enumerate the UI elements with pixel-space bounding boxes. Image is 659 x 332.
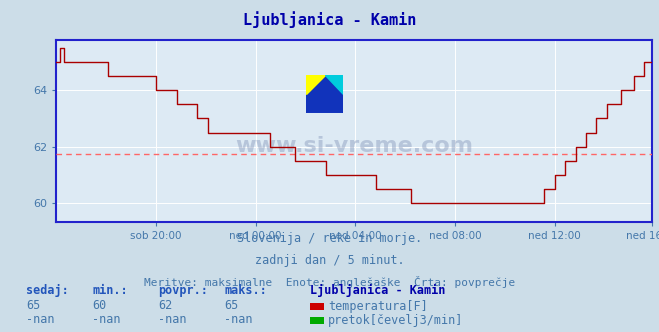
Text: 60: 60 (92, 299, 107, 312)
Text: Ljubljanica - Kamin: Ljubljanica - Kamin (243, 12, 416, 29)
Polygon shape (325, 75, 343, 94)
Text: -nan: -nan (224, 313, 252, 326)
Text: -nan: -nan (92, 313, 121, 326)
Text: Ljubljanica - Kamin: Ljubljanica - Kamin (310, 284, 445, 297)
Text: 65: 65 (224, 299, 239, 312)
Text: -nan: -nan (158, 313, 186, 326)
Text: www.si-vreme.com: www.si-vreme.com (235, 136, 473, 156)
Text: 62: 62 (158, 299, 173, 312)
Text: maks.:: maks.: (224, 284, 267, 297)
Text: Slovenija / reke in morje.: Slovenija / reke in morje. (237, 232, 422, 245)
Text: 65: 65 (26, 299, 41, 312)
Text: sedaj:: sedaj: (26, 284, 69, 297)
Polygon shape (306, 75, 343, 113)
Polygon shape (306, 75, 325, 94)
Text: Meritve: maksimalne  Enote: anglešaške  Črta: povprečje: Meritve: maksimalne Enote: anglešaške Čr… (144, 276, 515, 288)
Text: -nan: -nan (26, 313, 55, 326)
Text: pretok[čevelj3/min]: pretok[čevelj3/min] (328, 314, 463, 327)
Text: min.:: min.: (92, 284, 128, 297)
Text: temperatura[F]: temperatura[F] (328, 300, 428, 313)
Text: zadnji dan / 5 minut.: zadnji dan / 5 minut. (254, 254, 405, 267)
Text: povpr.:: povpr.: (158, 284, 208, 297)
